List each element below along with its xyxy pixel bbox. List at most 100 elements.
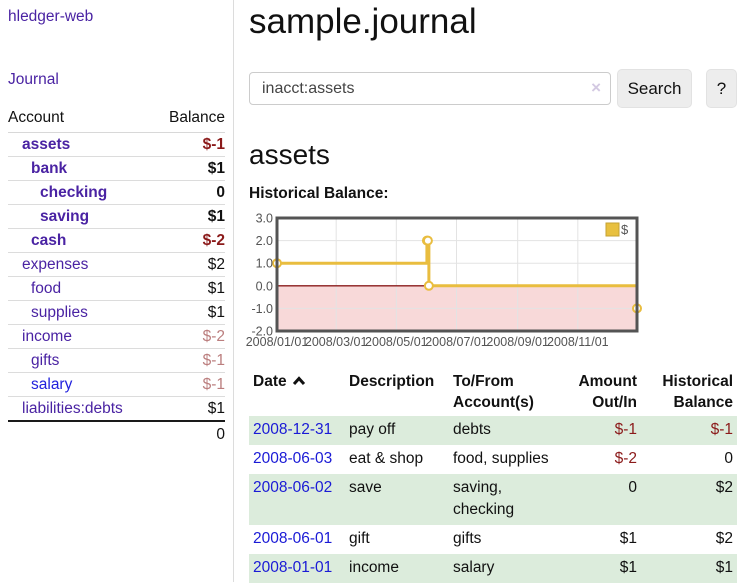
search-button[interactable]: Search — [617, 69, 692, 108]
sidebar-item-journal[interactable]: Journal — [8, 71, 59, 88]
account-row: saving $1 — [8, 204, 225, 229]
accounts-table: Account Balance assets $-1 bank $1 checking 0… — [8, 106, 225, 448]
transaction-accounts: gifts — [453, 530, 482, 548]
transaction-date-link[interactable]: 2008-06-01 — [253, 530, 333, 548]
sidebar: hledger-web Journal Account Balance asse… — [0, 0, 234, 582]
transaction-row: 2008-06-01 gift gifts $1 $2 — [249, 525, 737, 554]
account-balance: $1 — [153, 396, 225, 421]
transaction-description: save — [349, 479, 382, 497]
transaction-accounts: food, supplies — [453, 450, 549, 468]
x-tick-label: 2008/01/01 — [246, 335, 309, 349]
transaction-date-link[interactable]: 2008-12-31 — [253, 421, 333, 439]
sidebar-account-link[interactable]: cash — [31, 231, 67, 249]
transaction-balance: $2 — [715, 479, 733, 497]
register-header-amount-out-in: Amount Out/In — [578, 373, 637, 412]
sidebar-account-link[interactable]: checking — [40, 183, 108, 201]
transaction-date-link[interactable]: 2008-01-01 — [253, 559, 333, 577]
transaction-description: pay off — [349, 421, 396, 439]
sidebar-account-link[interactable]: liabilities:debts — [22, 399, 123, 417]
sidebar-account-link[interactable]: supplies — [31, 303, 88, 321]
register-header-to-from-account-s-: To/From Account(s) — [453, 373, 534, 412]
sidebar-account-link[interactable]: food — [31, 279, 62, 297]
transaction-description: income — [349, 559, 399, 577]
y-tick-label: 0.0 — [256, 279, 273, 293]
accounts-column-header: Account — [8, 106, 154, 133]
transaction-description: gift — [349, 530, 370, 548]
y-tick-label: 3.0 — [256, 212, 273, 226]
transaction-balance: $2 — [715, 530, 733, 548]
transaction-amount: $1 — [619, 559, 637, 577]
account-row: cash $-2 — [8, 228, 225, 253]
transaction-balance: 0 — [724, 450, 733, 468]
account-balance: $-1 — [202, 135, 225, 153]
account-balance: $1 — [153, 204, 225, 229]
transaction-accounts: saving, checking — [453, 479, 515, 519]
account-row: bank $1 — [8, 156, 225, 181]
account-row: gifts $-1 — [8, 348, 225, 373]
account-balance: $1 — [153, 300, 225, 325]
register-header-description: Description — [349, 373, 435, 390]
account-row: salary $-1 — [8, 372, 225, 397]
transaction-row: 2008-12-31 pay off debts $-1 $-1 — [249, 415, 737, 445]
account-balance: $1 — [153, 276, 225, 301]
account-balance: 0 — [153, 180, 225, 205]
clear-search-icon[interactable]: × — [591, 78, 601, 97]
sidebar-account-link[interactable]: assets — [22, 135, 71, 153]
account-balance: $-2 — [153, 324, 225, 349]
accounts-total-row: 0 — [8, 420, 225, 448]
sidebar-account-link[interactable]: expenses — [22, 255, 89, 273]
x-tick-label: 2008/05/01 — [365, 335, 428, 349]
y-tick-label: 2.0 — [256, 234, 273, 248]
account-row: income $-2 — [8, 324, 225, 349]
chart-title: Historical Balance: — [249, 185, 389, 202]
search-box: × — [249, 72, 611, 105]
main-content: sample.journal × Search ? assets Histori… — [234, 0, 742, 583]
transaction-balance: $1 — [715, 559, 733, 577]
account-balance: $-1 — [153, 348, 225, 373]
account-balance: $-2 — [153, 228, 225, 253]
transaction-date-link[interactable]: 2008-06-02 — [253, 479, 333, 497]
search-form: × Search ? — [249, 69, 742, 108]
register-header-historical-balance: Historical Balance — [662, 373, 733, 412]
balance-column-header: Balance — [153, 106, 225, 133]
sidebar-account-link[interactable]: bank — [31, 159, 68, 177]
page-title: sample.journal — [249, 2, 477, 41]
sidebar-account-link[interactable]: salary — [31, 375, 73, 393]
y-tick-label: -2.0 — [251, 325, 273, 339]
legend-swatch — [605, 222, 620, 237]
transaction-date-link[interactable]: 2008-06-03 — [253, 450, 333, 468]
account-row: assets $-1 — [8, 133, 225, 157]
account-row: supplies $1 — [8, 300, 225, 325]
account-row: liabilities:debts $1 — [8, 396, 225, 421]
transaction-accounts: salary — [453, 559, 495, 577]
register-header-date[interactable]: Date — [249, 369, 345, 416]
brand-link[interactable]: hledger-web — [8, 8, 94, 25]
plot-border — [275, 216, 639, 333]
x-tick-label: 2008/03/01 — [305, 335, 368, 349]
search-input[interactable] — [249, 72, 611, 105]
account-balance: $-1 — [153, 372, 225, 397]
accounts-total-value: 0 — [153, 420, 225, 448]
account-row: checking 0 — [8, 180, 225, 205]
x-tick-label: 2008/11/01 — [547, 335, 609, 349]
account-balance: $1 — [153, 156, 225, 181]
account-balance: $2 — [153, 252, 225, 277]
y-tick-label: -1.0 — [251, 302, 273, 316]
account-row: expenses $2 — [8, 252, 225, 277]
transaction-row: 2008-01-01 income salary $1 $1 — [249, 553, 737, 583]
sort-ascending-icon — [292, 373, 306, 390]
sidebar-account-link[interactable]: income — [22, 327, 72, 345]
transaction-row: 2008-06-03 eat & shop food, supplies $-2 0 — [249, 445, 737, 474]
account-heading: assets — [249, 139, 330, 170]
transaction-accounts: debts — [453, 421, 491, 439]
data-point — [423, 280, 434, 291]
sidebar-account-link[interactable]: gifts — [31, 351, 60, 369]
chart-svg: $3.0 2.0 1.0 0.0 -1.0 -2.02008/01/012008/03/0… — [246, 212, 642, 349]
help-button[interactable]: ? — [706, 69, 737, 108]
data-point — [422, 235, 433, 246]
register-table: Date Description To/From Account(s) Amount … — [249, 369, 737, 583]
sidebar-account-link[interactable]: saving — [40, 207, 90, 225]
transaction-amount: 0 — [628, 479, 637, 497]
account-row: food $1 — [8, 276, 225, 301]
